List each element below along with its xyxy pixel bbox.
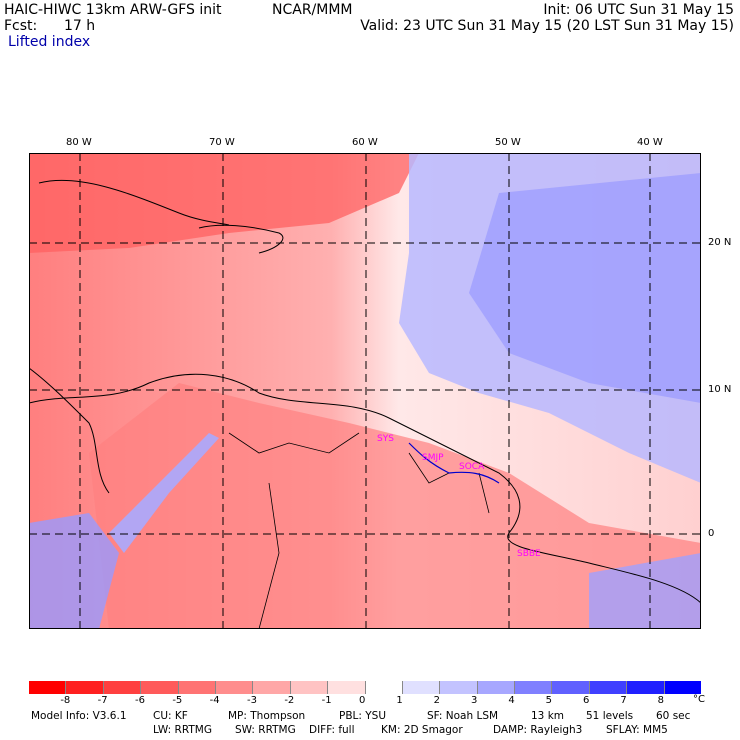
station-label-smjp: SMJP: [422, 453, 444, 463]
coastline-hispaniola: [198, 224, 284, 254]
colorbar-segment: [66, 681, 104, 694]
colorbar-segment: [328, 681, 366, 694]
footer-sf: SF: Noah LSM: [427, 710, 499, 722]
footer-timestep: 60 sec: [656, 710, 691, 722]
unstable-band-north: [29, 153, 419, 253]
field-name: Lifted index: [8, 34, 91, 50]
lat-label-0: 0: [708, 528, 715, 539]
colorbar-segment: [477, 681, 516, 694]
lat-lon-grid: [29, 153, 701, 629]
valid-time: Valid: 23 UTC Sun 31 May 15 (20 LST Sun …: [360, 18, 734, 34]
colorbar-tick-label: -1: [321, 695, 332, 706]
coastline-south-america: [29, 373, 701, 604]
coastline-central-america: [29, 367, 110, 494]
colorbar-tick-label: 1: [396, 695, 403, 706]
colorbar-tick-label: -4: [209, 695, 220, 706]
colorbar-tick-label: 4: [508, 695, 515, 706]
model-title: HAIC-HIWC 13km ARW-GFS init: [4, 2, 222, 18]
colorbar-segment: [141, 681, 179, 694]
footer-cu: CU: KF: [153, 710, 188, 722]
colorbar-tick-label: -8: [60, 695, 71, 706]
stable-andes-ridge: [109, 433, 219, 553]
colorbar-tick-label: -6: [135, 695, 145, 706]
colorbar-tick-label: 6: [583, 695, 590, 706]
lon-label-70w: 70 W: [209, 137, 235, 148]
lifted-index-map: SYS SMJP SOCA SBBE: [29, 153, 701, 629]
colorbar-tick-label: 8: [657, 695, 665, 706]
colorbar-segment: [552, 681, 590, 694]
colorbar-segment: [664, 681, 702, 694]
coastline-cuba: [38, 179, 230, 226]
footer-resolution: 13 km: [531, 710, 565, 722]
lon-label-50w: 50 W: [495, 137, 521, 148]
colorbar-segment: [215, 681, 254, 694]
footer-pbl: PBL: YSU: [339, 710, 387, 722]
footer-damp: DAMP: Rayleigh3: [493, 724, 583, 736]
lat-label-10n: 10 N: [708, 384, 732, 395]
lon-label-40w: 40 W: [637, 137, 663, 148]
lon-label-60w: 60 W: [352, 137, 378, 148]
colorbar-segment: [29, 681, 67, 694]
fcst-label: Fcst:: [4, 18, 38, 34]
lon-label-80w: 80 W: [66, 137, 92, 148]
colorbar-tick-label: -5: [172, 695, 183, 706]
fcst-value: 17 h: [64, 18, 96, 34]
lat-label-20n: 20 N: [708, 237, 732, 248]
station-label-soca: SOCA: [459, 462, 485, 472]
footer-sw: SW: RRTMG: [235, 724, 296, 736]
footer-mp: MP: Thompson: [228, 710, 306, 722]
footer-lw: LW: RRTMG: [153, 724, 212, 736]
footer-model-info: Model Info: V3.6.1: [31, 710, 127, 722]
colorbar-segment: [253, 681, 291, 694]
colorbar-tick-label: 0: [359, 695, 366, 706]
station-label-sys: SYS: [377, 434, 394, 444]
init-time: Init: 06 UTC Sun 31 May 15: [543, 2, 734, 18]
colorbar-segment: [440, 681, 478, 694]
colorbar-segment: [290, 681, 329, 694]
border-guyana: [408, 442, 500, 484]
org-label: NCAR/MMM: [272, 2, 353, 18]
footer-sflay: SFLAY: MM5: [606, 724, 668, 736]
colorbar-segment: [515, 681, 553, 694]
colorbar-tick-label: 2: [433, 695, 441, 706]
colorbar-tick-label: -7: [97, 695, 108, 706]
colorbar-tick-label: 7: [620, 695, 627, 706]
border-lines: [228, 432, 490, 629]
footer-levels: 51 levels: [586, 710, 634, 722]
stable-region-east-core: [469, 173, 701, 403]
stable-pacific-southwest: [29, 513, 119, 629]
colorbar-segment: [178, 681, 216, 694]
unstable-land-south: [89, 383, 701, 629]
colorbar-segment: [627, 681, 665, 694]
colorbar-unit: °C: [693, 694, 705, 705]
station-label-sbbe: SBBE: [517, 549, 541, 559]
colorbar-segment: [589, 681, 628, 694]
footer-diff: DIFF: full: [309, 724, 355, 736]
colorbar-segment: [103, 681, 142, 694]
colorbar-segment: [365, 681, 403, 694]
colorbar-tick-label: 3: [471, 695, 478, 706]
colorbar-tick-label: 5: [545, 695, 553, 706]
footer-km: KM: 2D Smagor: [381, 724, 463, 736]
stable-region-southeast: [589, 553, 701, 629]
colorbar-tick-label: -3: [247, 695, 257, 706]
map-border: [29, 153, 701, 629]
colorbar-tick-label: -2: [284, 695, 295, 706]
colorbar-segment: [402, 681, 441, 694]
colorbar: [29, 681, 702, 694]
